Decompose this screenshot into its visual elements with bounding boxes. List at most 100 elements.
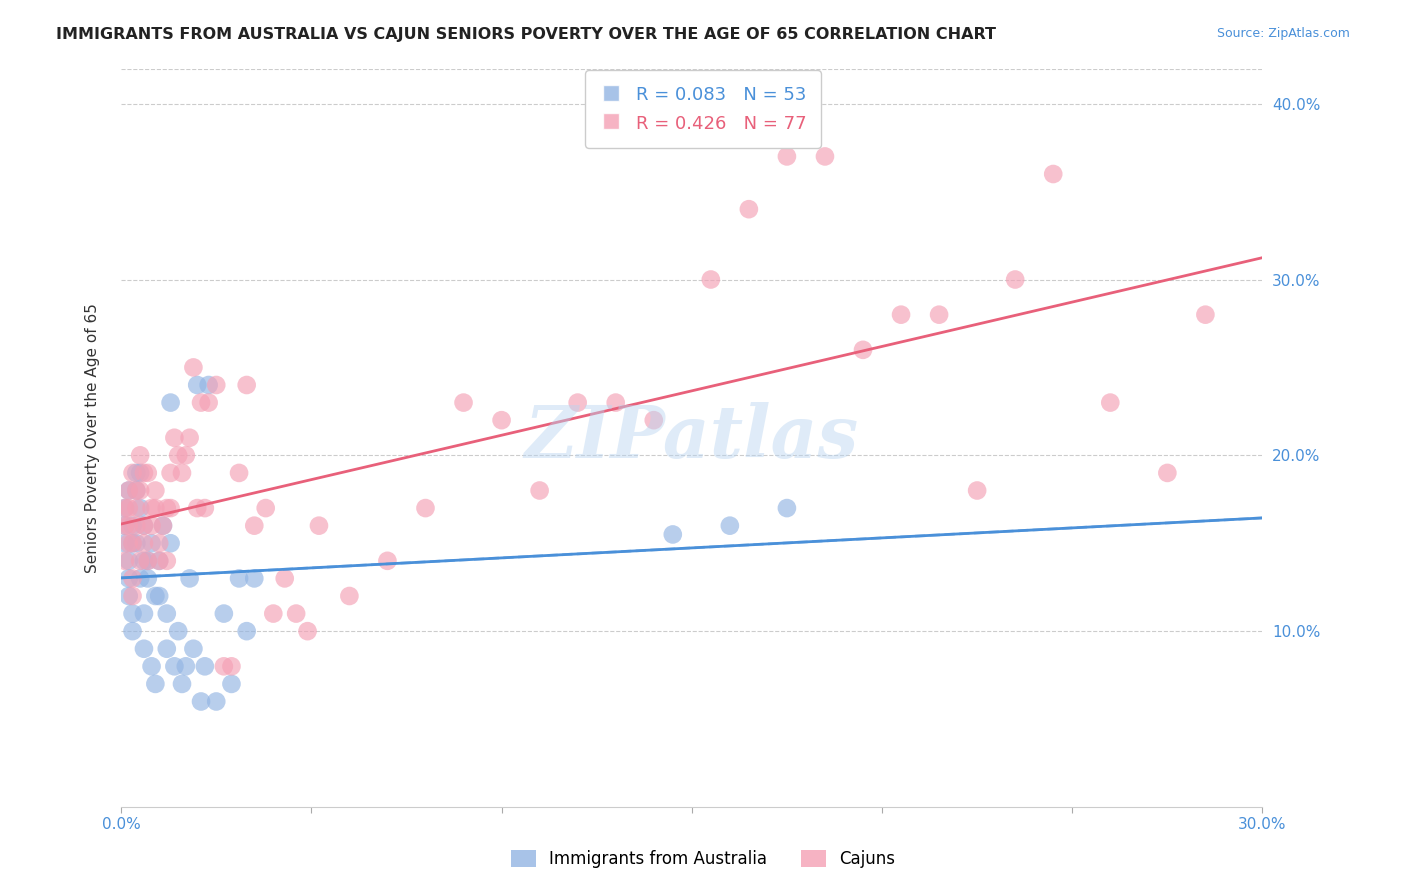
Cajuns (152, 518, 174, 533)
Cajuns (145, 483, 167, 498)
Immigrants from Australia (145, 589, 167, 603)
Immigrants from Australia (118, 571, 141, 585)
Immigrants from Australia (121, 518, 143, 533)
Immigrants from Australia (129, 501, 152, 516)
Cajuns (121, 466, 143, 480)
Cajuns (212, 659, 235, 673)
Legend: R = 0.083   N = 53, R = 0.426   N = 77: R = 0.083 N = 53, R = 0.426 N = 77 (585, 70, 821, 148)
Cajuns (529, 483, 551, 498)
Immigrants from Australia (132, 554, 155, 568)
Cajuns (194, 501, 217, 516)
Cajuns (159, 501, 181, 516)
Cajuns (118, 483, 141, 498)
Cajuns (1004, 272, 1026, 286)
Cajuns (339, 589, 361, 603)
Cajuns (132, 518, 155, 533)
Cajuns (129, 483, 152, 498)
Cajuns (297, 624, 319, 639)
Cajuns (221, 659, 243, 673)
Cajuns (121, 589, 143, 603)
Cajuns (132, 466, 155, 480)
Legend: Immigrants from Australia, Cajuns: Immigrants from Australia, Cajuns (505, 843, 901, 875)
Immigrants from Australia (132, 518, 155, 533)
Cajuns (605, 395, 627, 409)
Immigrants from Australia (152, 518, 174, 533)
Cajuns (1042, 167, 1064, 181)
Immigrants from Australia (179, 571, 201, 585)
Immigrants from Australia (174, 659, 197, 673)
Cajuns (136, 466, 159, 480)
Immigrants from Australia (114, 501, 136, 516)
Immigrants from Australia (114, 518, 136, 533)
Cajuns (121, 571, 143, 585)
Cajuns (163, 431, 186, 445)
Cajuns (1194, 308, 1216, 322)
Cajuns (197, 395, 219, 409)
Immigrants from Australia (776, 501, 799, 516)
Immigrants from Australia (121, 536, 143, 550)
Cajuns (235, 378, 257, 392)
Immigrants from Australia (125, 466, 148, 480)
Cajuns (125, 501, 148, 516)
Immigrants from Australia (718, 518, 741, 533)
Cajuns (852, 343, 875, 357)
Cajuns (129, 554, 152, 568)
Cajuns (890, 308, 912, 322)
Cajuns (228, 466, 250, 480)
Cajuns (114, 554, 136, 568)
Immigrants from Australia (243, 571, 266, 585)
Cajuns (179, 431, 201, 445)
Cajuns (118, 518, 141, 533)
Cajuns (254, 501, 277, 516)
Cajuns (453, 395, 475, 409)
Cajuns (700, 272, 723, 286)
Immigrants from Australia (183, 641, 205, 656)
Cajuns (190, 395, 212, 409)
Immigrants from Australia (159, 395, 181, 409)
Cajuns (156, 501, 179, 516)
Cajuns (285, 607, 308, 621)
Immigrants from Australia (125, 483, 148, 498)
Y-axis label: Seniors Poverty Over the Age of 65: Seniors Poverty Over the Age of 65 (86, 302, 100, 573)
Cajuns (262, 607, 284, 621)
Cajuns (814, 149, 837, 163)
Immigrants from Australia (156, 607, 179, 621)
Immigrants from Australia (190, 694, 212, 708)
Immigrants from Australia (167, 624, 190, 639)
Cajuns (118, 501, 141, 516)
Cajuns (114, 501, 136, 516)
Immigrants from Australia (136, 554, 159, 568)
Cajuns (205, 378, 228, 392)
Cajuns (491, 413, 513, 427)
Cajuns (966, 483, 988, 498)
Cajuns (170, 466, 193, 480)
Cajuns (136, 554, 159, 568)
Immigrants from Australia (148, 554, 170, 568)
Immigrants from Australia (118, 554, 141, 568)
Immigrants from Australia (205, 694, 228, 708)
Cajuns (148, 536, 170, 550)
Cajuns (114, 518, 136, 533)
Cajuns (243, 518, 266, 533)
Immigrants from Australia (125, 536, 148, 550)
Cajuns (1156, 466, 1178, 480)
Immigrants from Australia (197, 378, 219, 392)
Cajuns (308, 518, 330, 533)
Immigrants from Australia (132, 607, 155, 621)
Immigrants from Australia (136, 571, 159, 585)
Cajuns (159, 466, 181, 480)
Cajuns (415, 501, 437, 516)
Cajuns (643, 413, 665, 427)
Immigrants from Australia (662, 527, 685, 541)
Immigrants from Australia (148, 589, 170, 603)
Immigrants from Australia (156, 641, 179, 656)
Immigrants from Australia (235, 624, 257, 639)
Cajuns (186, 501, 208, 516)
Cajuns (141, 518, 163, 533)
Immigrants from Australia (163, 659, 186, 673)
Immigrants from Australia (145, 677, 167, 691)
Immigrants from Australia (194, 659, 217, 673)
Cajuns (125, 483, 148, 498)
Immigrants from Australia (141, 659, 163, 673)
Cajuns (125, 518, 148, 533)
